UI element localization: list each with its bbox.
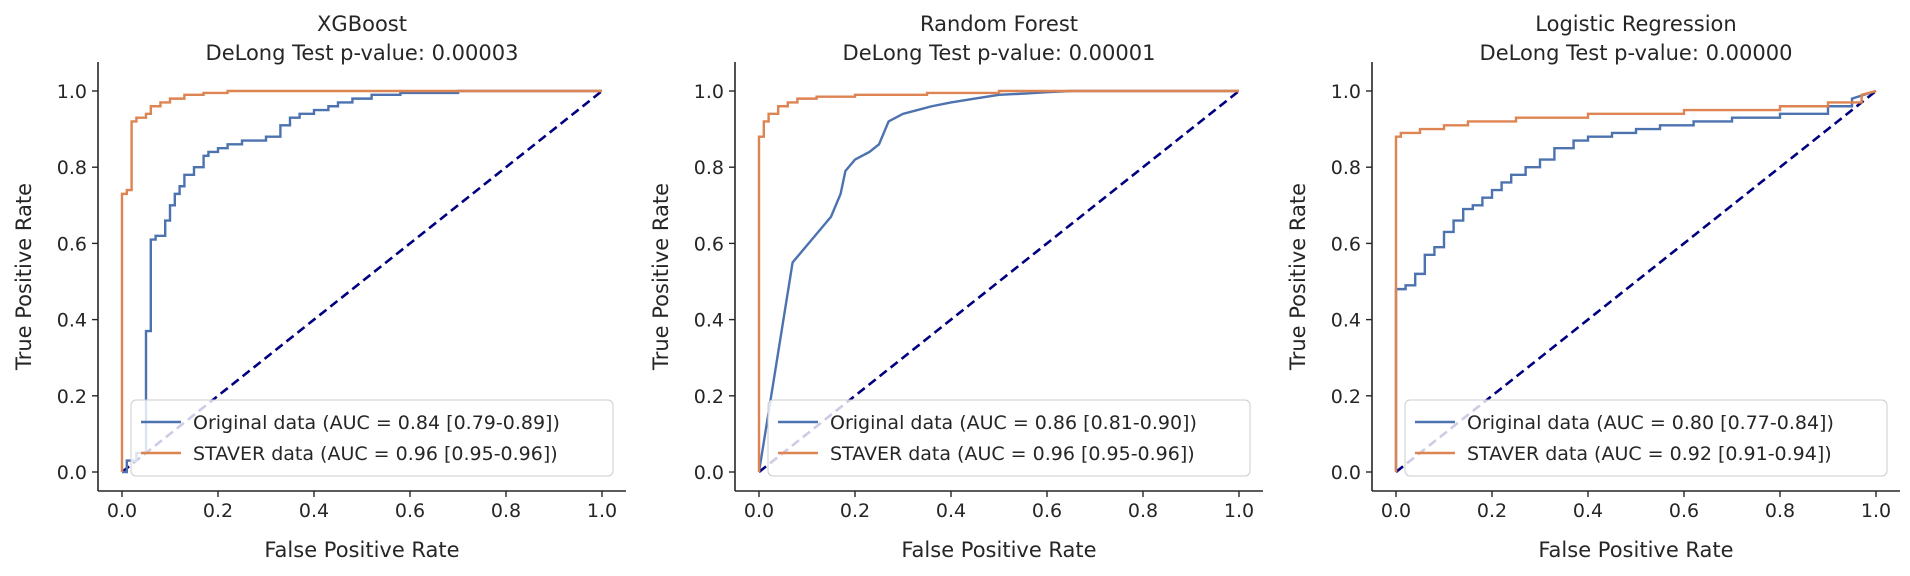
y-axis-label: True Positive Rate bbox=[649, 183, 673, 371]
x-tick-label: 0.4 bbox=[936, 500, 966, 522]
x-axis-label: False Positive Rate bbox=[264, 538, 459, 562]
roc-panel-1: XGBoost DeLong Test p-value: 0.00003 0.0 0.… bbox=[12, 12, 626, 562]
y-axis-label: True Positive Rate bbox=[1286, 183, 1310, 371]
chart-subtitle: DeLong Test p-value: 0.00001 bbox=[843, 41, 1156, 65]
x-tick-label: 0.4 bbox=[299, 500, 329, 522]
y-tick-label: 1.0 bbox=[57, 81, 87, 103]
legend-label: Original data (AUC = 0.80 [0.77-0.84]) bbox=[1467, 412, 1834, 434]
y-tick-label: 0.0 bbox=[57, 462, 87, 484]
x-tick-label: 1.0 bbox=[587, 500, 617, 522]
chart-subtitle: DeLong Test p-value: 0.00003 bbox=[206, 41, 519, 65]
legend-label: STAVER data (AUC = 0.92 [0.91-0.94]) bbox=[1467, 443, 1832, 465]
y-tick-label: 0.0 bbox=[694, 462, 724, 484]
y-tick-label: 0.4 bbox=[1331, 310, 1361, 332]
x-tick-label: 1.0 bbox=[1224, 500, 1254, 522]
y-tick-label: 0.4 bbox=[57, 310, 87, 332]
y-tick-label: 0.8 bbox=[694, 157, 724, 179]
roc-panel-3: Logistic Regression DeLong Test p-value: … bbox=[1286, 12, 1900, 562]
x-tick-label: 0.2 bbox=[203, 500, 233, 522]
x-tick-label: 0.8 bbox=[491, 500, 521, 522]
x-axis-label: False Positive Rate bbox=[901, 538, 1096, 562]
chart-subtitle: DeLong Test p-value: 0.00000 bbox=[1480, 41, 1793, 65]
y-tick-label: 0.4 bbox=[694, 310, 724, 332]
legend: Original data (AUC = 0.84 [0.79-0.89]) ST… bbox=[130, 399, 614, 477]
legend: Original data (AUC = 0.86 [0.81-0.90]) ST… bbox=[767, 399, 1251, 477]
x-tick-label: 0.8 bbox=[1128, 500, 1158, 522]
y-tick-label: 0.6 bbox=[57, 233, 87, 255]
y-tick-label: 0.6 bbox=[1331, 233, 1361, 255]
legend-label: Original data (AUC = 0.86 [0.81-0.90]) bbox=[830, 412, 1197, 434]
y-tick-label: 1.0 bbox=[694, 81, 724, 103]
series-line-staver bbox=[120, 89, 602, 472]
legend-label: STAVER data (AUC = 0.96 [0.95-0.96]) bbox=[193, 443, 558, 465]
series-line-staver bbox=[1394, 89, 1877, 472]
x-tick-label: 0.6 bbox=[1032, 500, 1062, 522]
x-axis-label: False Positive Rate bbox=[1538, 538, 1733, 562]
y-tick-label: 0.8 bbox=[1331, 157, 1361, 179]
legend-box bbox=[1404, 399, 1888, 477]
x-tick-label: 0.0 bbox=[744, 500, 774, 522]
series-line-staver bbox=[757, 89, 1239, 472]
x-tick-label: 0.8 bbox=[1765, 500, 1795, 522]
y-tick-label: 0.8 bbox=[57, 157, 87, 179]
x-tick-label: 1.0 bbox=[1861, 500, 1891, 522]
x-tick-label: 0.2 bbox=[1477, 500, 1507, 522]
legend: Original data (AUC = 0.80 [0.77-0.84]) ST… bbox=[1404, 399, 1888, 477]
legend-box bbox=[130, 399, 614, 477]
x-tick-label: 0.6 bbox=[1669, 500, 1699, 522]
y-tick-label: 0.2 bbox=[57, 386, 87, 408]
roc-panel-2: Random Forest DeLong Test p-value: 0.0000… bbox=[649, 12, 1263, 562]
chart-title: Logistic Regression bbox=[1535, 12, 1736, 36]
y-tick-label: 0.6 bbox=[694, 233, 724, 255]
x-tick-label: 0.0 bbox=[107, 500, 137, 522]
y-tick-label: 1.0 bbox=[1331, 81, 1361, 103]
x-tick-label: 0.2 bbox=[840, 500, 870, 522]
y-tick-label: 0.0 bbox=[1331, 462, 1361, 484]
chart-title: XGBoost bbox=[317, 12, 407, 36]
y-tick-label: 0.2 bbox=[1331, 386, 1361, 408]
series-line-original bbox=[1394, 89, 1877, 472]
y-axis-label: True Positive Rate bbox=[12, 183, 36, 371]
x-tick-label: 0.4 bbox=[1573, 500, 1603, 522]
legend-label: STAVER data (AUC = 0.96 [0.95-0.96]) bbox=[830, 443, 1195, 465]
y-tick-label: 0.2 bbox=[694, 386, 724, 408]
legend-label: Original data (AUC = 0.84 [0.79-0.89]) bbox=[193, 412, 560, 434]
x-tick-label: 0.6 bbox=[395, 500, 425, 522]
chart-title: Random Forest bbox=[920, 12, 1078, 36]
series-line-original bbox=[757, 89, 1239, 473]
legend-box bbox=[767, 399, 1251, 477]
series-line-original bbox=[122, 89, 602, 474]
x-tick-label: 0.0 bbox=[1381, 500, 1411, 522]
